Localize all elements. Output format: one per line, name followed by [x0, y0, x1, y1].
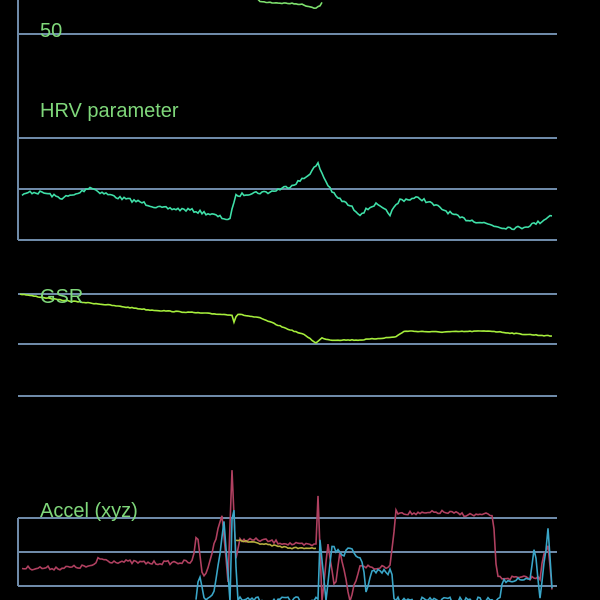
axes-layer [17, 0, 557, 587]
hr-trace [257, 0, 323, 10]
hrv-panel-label: HRV parameter [40, 100, 179, 122]
hrv-trace [21, 160, 553, 231]
accel-panel-label: Accel (xyz) [40, 500, 138, 522]
accel-x-trace [21, 470, 553, 600]
gsr-panel-label: GSR [40, 286, 84, 308]
gsr-trace [19, 293, 553, 344]
traces-layer [19, 0, 553, 600]
accel-y-trace [195, 510, 553, 600]
accel-z-trace [235, 539, 317, 550]
hr-axis-label: 50 [40, 20, 63, 42]
